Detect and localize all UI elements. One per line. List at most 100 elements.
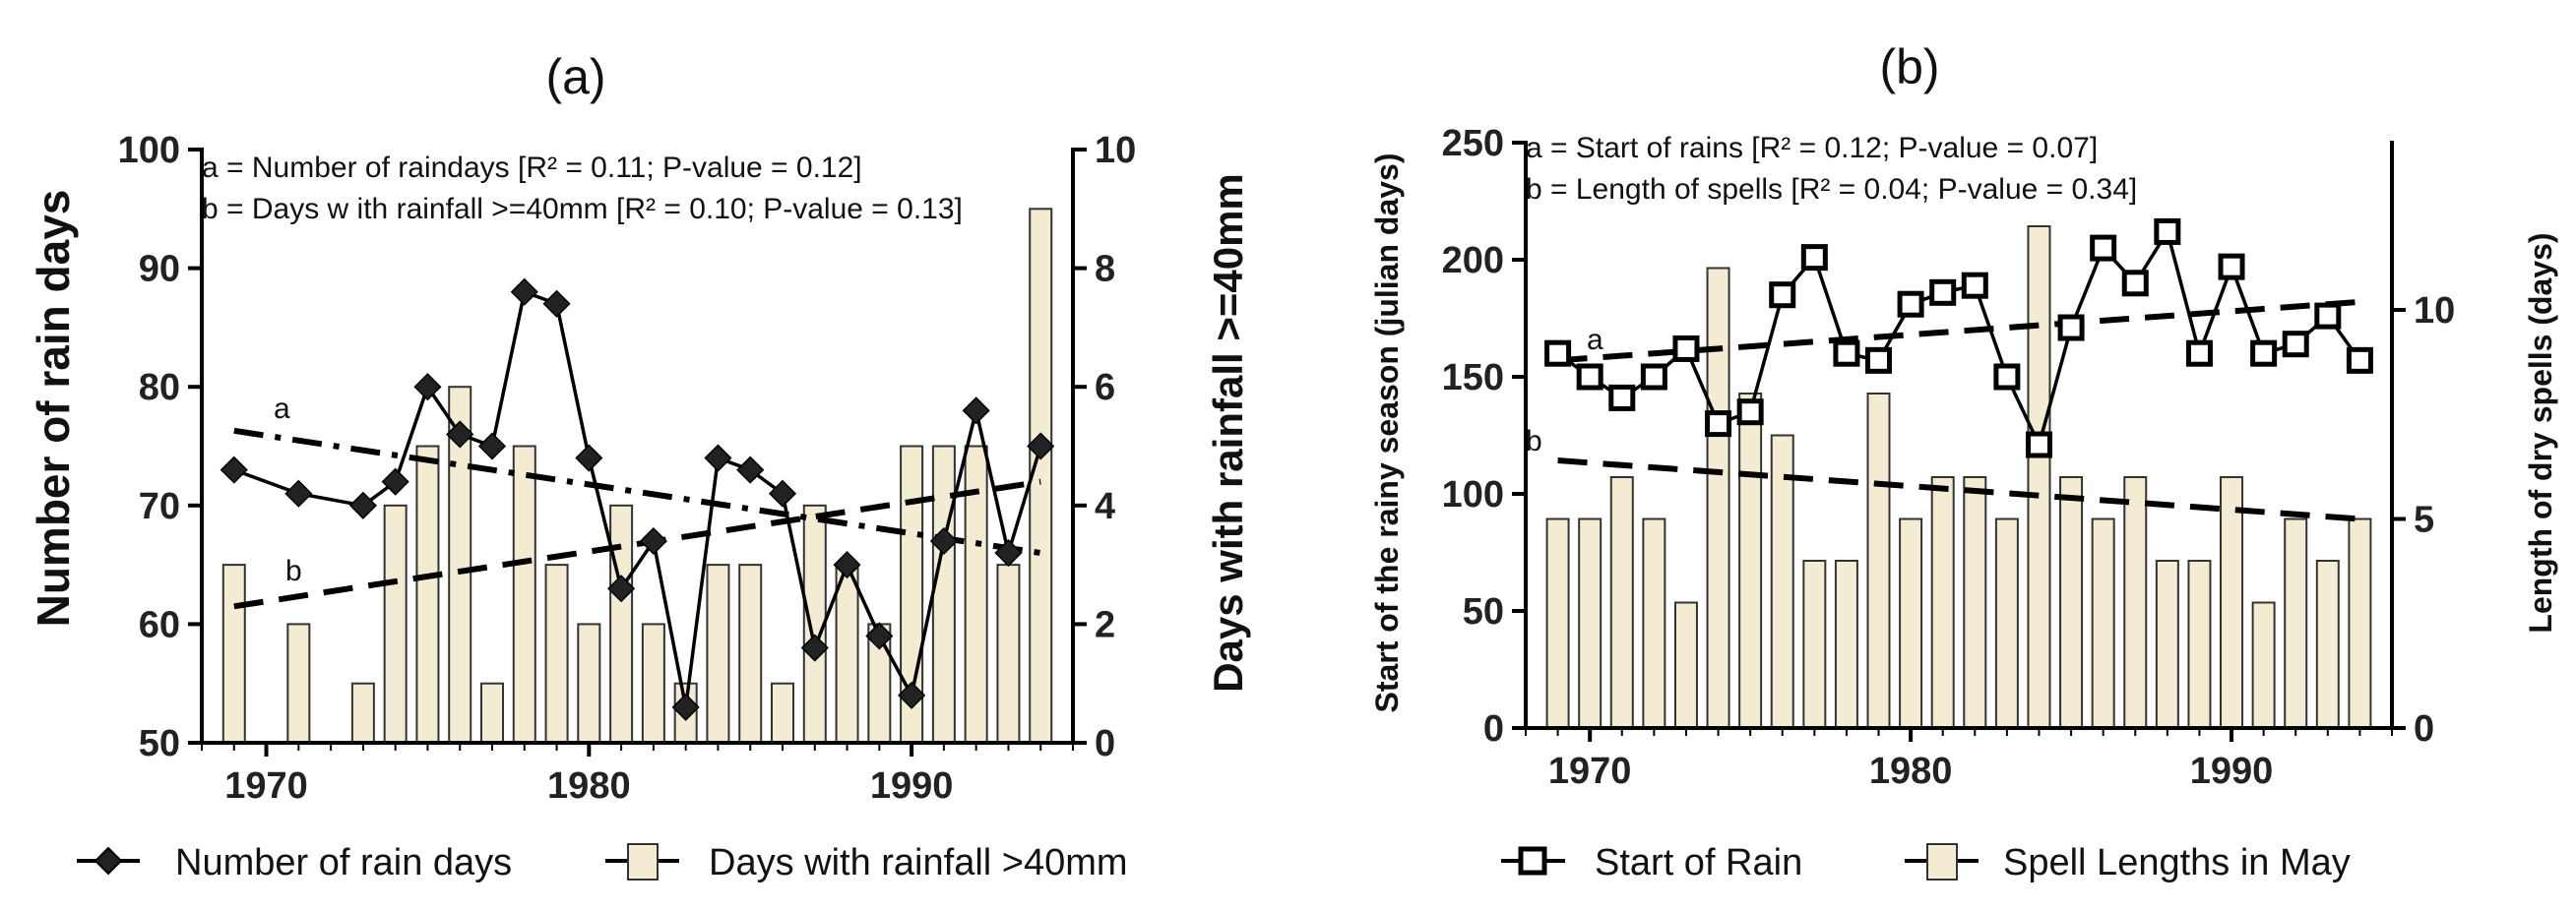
data-point [2121, 270, 2149, 297]
data-point [542, 289, 571, 318]
data-point [2025, 431, 2052, 458]
bar [706, 564, 730, 744]
data-point [2154, 217, 2181, 245]
data-point [2282, 331, 2309, 358]
x-tick-label: 1980 [547, 765, 631, 807]
bar [1899, 517, 1923, 729]
data-point [413, 373, 442, 401]
data-point [1576, 363, 1603, 391]
series-line [233, 289, 1042, 708]
left-tick-label: 200 [1442, 240, 1504, 281]
panel-a-left-axis-title: Number of rain days [28, 190, 79, 628]
data-point [1544, 339, 1572, 367]
bar [577, 623, 601, 745]
data-point [1769, 281, 1796, 309]
panel-a-annotation-a: a = Number of raindays [R² = 0.11; P-val… [202, 152, 862, 184]
bar [350, 682, 375, 745]
right-tick-label: 8 [1095, 249, 1115, 290]
right-tick-label: 10 [1095, 130, 1136, 171]
data-point [2314, 302, 2342, 330]
data-point [1608, 384, 1636, 411]
data-point [833, 551, 861, 579]
bar [2091, 517, 2115, 729]
bar [1866, 393, 1891, 729]
data-point [348, 491, 377, 519]
data-point [962, 396, 990, 425]
bar [415, 445, 440, 744]
bar [2187, 560, 2212, 729]
data-point [477, 432, 507, 460]
x-tick-label: 1990 [2190, 751, 2274, 792]
bar [1738, 393, 1763, 729]
panel-b-left-axis-title: Start of the rainy season (julian days) [1369, 152, 1405, 712]
data-point [1027, 432, 1055, 460]
data-point [1705, 410, 1732, 438]
x-tick-label: 1980 [1869, 751, 1953, 792]
panel-b-right-axis-title: Length of dry spells (days) [2523, 232, 2558, 633]
bar-swatch-icon [1926, 843, 1958, 881]
bar [2315, 560, 2340, 729]
data-point [994, 538, 1023, 568]
bar [480, 682, 504, 745]
x-tick-label: 1970 [224, 765, 308, 807]
data-point [768, 479, 797, 508]
data-point [220, 456, 248, 484]
bar [1930, 476, 1955, 729]
data-point [284, 479, 313, 508]
panel-a-trend-label-a: a [274, 393, 290, 425]
data-point [1672, 334, 1700, 362]
data-point [1929, 278, 1957, 306]
data-point [2218, 253, 2245, 280]
trend-line-b [233, 478, 1041, 610]
left-tick-label: 90 [139, 249, 180, 290]
x-tick-label: 1970 [1548, 751, 1632, 792]
panel-b-axes: 0 50 100 150 200 250 0 5 10 1970 1980 1990 [1442, 123, 2456, 792]
legend-label-spell-lengths: Spell Lengths in May [2003, 842, 2351, 883]
square-marker-icon [1518, 846, 1547, 876]
panel-b-trend-label-b: b [1526, 425, 1542, 457]
bar [221, 564, 246, 744]
left-tick-label: 100 [1442, 474, 1504, 516]
data-point [1865, 346, 1893, 374]
left-tick-label: 0 [1483, 708, 1504, 750]
data-point [1736, 398, 1764, 426]
right-tick-label: 0 [2414, 708, 2434, 750]
x-tick-label: 1990 [870, 765, 954, 807]
bar-swatch-icon [627, 843, 659, 881]
data-point [1640, 363, 1667, 391]
left-tick-label: 50 [1463, 591, 1504, 633]
panel-a-title: (a) [545, 49, 605, 104]
right-tick-label: 2 [1095, 604, 1115, 645]
data-point [2057, 314, 2085, 341]
panel-b-legend: Start of Rain Spell Lengths in May [1501, 842, 2351, 883]
bar [835, 564, 859, 744]
data-point [510, 277, 538, 306]
right-tick-label: 0 [1095, 723, 1115, 764]
diamond-marker-icon [94, 846, 123, 876]
data-point [1961, 272, 1988, 299]
bar [1545, 517, 1570, 729]
data-point [446, 420, 474, 449]
data-point [2250, 339, 2278, 367]
panel-a-bars [221, 208, 1053, 745]
bar [1609, 476, 1634, 729]
right-tick-label: 5 [2414, 500, 2434, 541]
data-point [671, 693, 700, 721]
bar [2155, 560, 2179, 729]
bar [286, 623, 311, 745]
bar [2251, 601, 2276, 729]
bar [2284, 517, 2308, 729]
bar [1642, 517, 1666, 729]
bar [931, 445, 956, 744]
panel-a: (a) Number of rain days Days with rainfa… [28, 49, 1251, 807]
bar [2348, 517, 2372, 729]
data-point [607, 575, 636, 603]
bar [544, 564, 569, 744]
data-point [575, 444, 603, 472]
legend-item-rain-days: Number of rain days [77, 842, 512, 883]
bar [1834, 560, 1858, 729]
bar [383, 504, 408, 744]
data-point [929, 526, 958, 556]
bar [1802, 560, 1827, 729]
